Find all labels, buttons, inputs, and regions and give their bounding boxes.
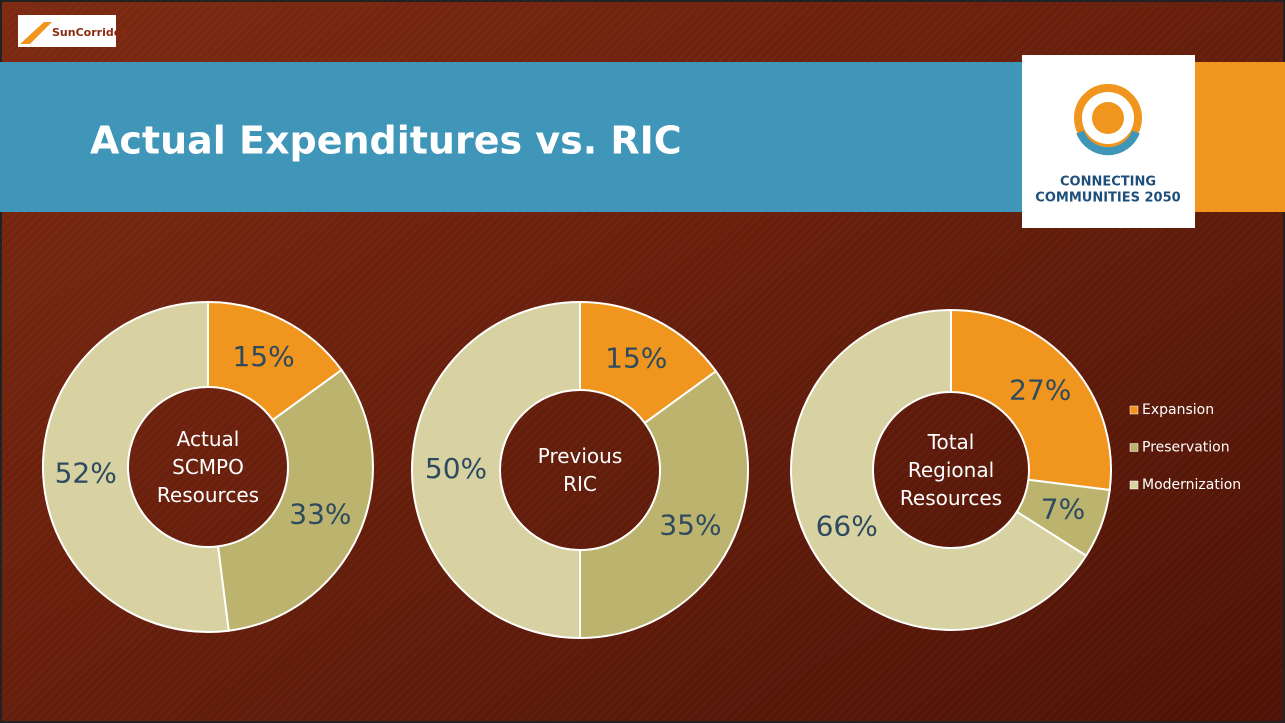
center-label: Previous RIC xyxy=(537,444,623,496)
data-label: 27% xyxy=(1009,373,1071,406)
legend-swatch xyxy=(1129,443,1139,452)
donut-slice xyxy=(42,300,230,633)
data-label: 7% xyxy=(1041,492,1085,525)
data-label: 35% xyxy=(659,508,721,541)
data-label: 15% xyxy=(605,342,667,375)
data-label: 66% xyxy=(816,509,878,542)
data-label: 33% xyxy=(289,498,351,531)
right-logo xyxy=(1022,55,1195,228)
donut-slice xyxy=(216,368,374,632)
header-accent xyxy=(1195,62,1285,212)
data-label: 15% xyxy=(232,340,294,373)
title: Actual Expenditures vs. RIC xyxy=(90,119,682,163)
center-label: Actual SCMPO Resources xyxy=(156,427,260,507)
donut-slice xyxy=(790,308,1088,631)
donut-slice xyxy=(950,308,1112,492)
logo-mark xyxy=(20,22,52,44)
logo-arc xyxy=(1076,130,1140,156)
legend-label: Preservation xyxy=(1142,440,1230,456)
legend-swatch xyxy=(1129,405,1139,415)
legend-label: Modernization xyxy=(1142,477,1241,493)
donut-slice xyxy=(579,369,749,640)
legend-label: Expansion xyxy=(1142,402,1214,418)
logo-core xyxy=(1092,102,1124,134)
center-label: Total Regional Resources xyxy=(899,430,1003,510)
legend-swatch xyxy=(1129,480,1139,490)
data-label: 50% xyxy=(425,452,487,485)
data-label: 52% xyxy=(55,457,117,490)
right-logo-text: CONNECTING xyxy=(1060,175,1156,190)
donut-slice xyxy=(411,300,581,640)
left-logo-text: SunCorridor xyxy=(52,26,127,39)
right-logo-text: COMMUNITIES 2050 xyxy=(1035,191,1180,206)
